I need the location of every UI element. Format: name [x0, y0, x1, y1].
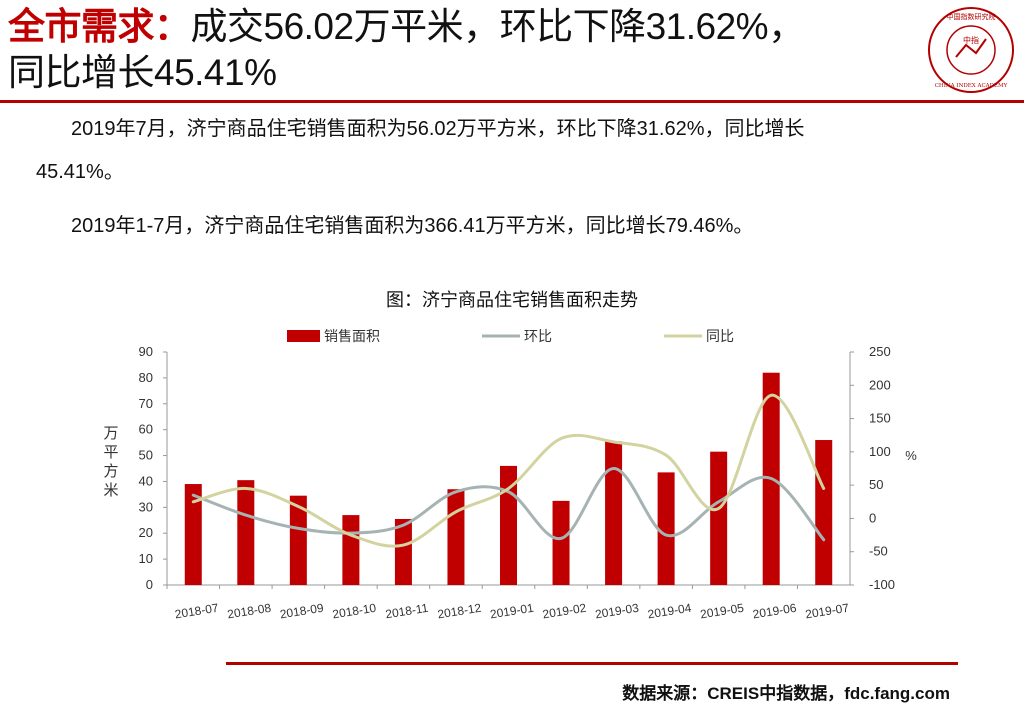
y2-tick-label: -100 — [869, 577, 895, 592]
y2-tick-label: 50 — [869, 477, 883, 492]
y-tick-label: 40 — [139, 473, 153, 488]
y-tick-label: 50 — [139, 448, 153, 463]
bar-sales-area — [447, 489, 465, 585]
bar-sales-area — [289, 495, 307, 585]
page-title: 全市需求：成交56.02万平米，环比下降31.62%， 同比增长45.41% — [8, 4, 908, 96]
footer-divider — [226, 662, 958, 665]
x-tick-label: 2018-11 — [384, 601, 429, 622]
y-tick-label: 0 — [146, 577, 153, 592]
y-tick-label: 20 — [139, 525, 153, 540]
legend-label: 同比 — [706, 329, 734, 345]
x-tick-label: 2019-07 — [804, 601, 850, 622]
y2-tick-label: 200 — [869, 377, 891, 392]
y2-tick-label: 150 — [869, 411, 891, 426]
chart-title: 图：济宁商品住宅销售面积走势 — [386, 290, 638, 310]
bar-sales-area — [710, 451, 728, 585]
bar-sales-area — [394, 518, 412, 585]
paragraph-monthly: 2019年7月，济宁商品住宅销售面积为56.02万平方米，环比下降31.62%，… — [71, 118, 805, 140]
legend-label: 环比 — [524, 329, 552, 345]
line-yoy — [191, 393, 826, 548]
y-tick-label: 80 — [139, 370, 153, 385]
y2-axis-label: % — [905, 448, 917, 463]
bar-sales-area — [605, 441, 623, 585]
x-tick-label: 2018-10 — [331, 601, 377, 622]
x-tick-label: 2018-09 — [279, 601, 325, 622]
y-tick-label: 90 — [139, 344, 153, 359]
y2-tick-label: 250 — [869, 344, 891, 359]
legend-swatch-bar — [287, 330, 320, 342]
y-tick-label: 60 — [139, 422, 153, 437]
title-line2: 同比增长45.41% — [8, 52, 277, 93]
y-tick-label: 30 — [139, 499, 153, 514]
china-index-academy-seal-icon: 中国指数研究院 中指 CHINA INDEX ACADEMY — [928, 7, 1014, 93]
x-tick-label: 2019-05 — [699, 601, 745, 622]
bar-sales-area — [184, 484, 202, 585]
y-tick-label: 70 — [139, 396, 153, 411]
y-axis-label-char: 平 — [103, 443, 118, 461]
bar-sales-area — [815, 440, 833, 585]
y-axis-label-char: 米 — [103, 481, 118, 499]
bar-sales-area — [657, 472, 675, 585]
y-axis-label-char: 方 — [103, 462, 118, 480]
logo-text-bottom: CHINA INDEX ACADEMY — [935, 83, 1008, 89]
paragraph-ytd: 2019年1-7月，济宁商品住宅销售面积为366.41万平方米，同比增长79.4… — [71, 215, 754, 237]
y-axis-label-char: 万 — [103, 424, 118, 442]
bar-sales-area — [237, 480, 255, 585]
x-tick-label: 2018-07 — [174, 601, 220, 622]
title-divider — [0, 100, 1024, 103]
x-tick-label: 2019-06 — [752, 601, 798, 622]
x-tick-label: 2018-08 — [226, 601, 272, 622]
bar-sales-area — [342, 515, 360, 585]
x-tick-label: 2019-01 — [489, 601, 535, 622]
line-mom — [191, 466, 826, 542]
logo-text-top: 中国指数研究院 — [947, 12, 996, 21]
logo-text-center: 中指 — [963, 35, 979, 45]
paragraph-monthly-cont: 45.41%。 — [36, 161, 124, 183]
data-source: 数据来源：CREIS中指数据，fdc.fang.com — [622, 684, 950, 703]
bar-sales-area — [552, 500, 570, 585]
y2-tick-label: 100 — [869, 444, 891, 459]
x-tick-label: 2019-02 — [542, 601, 588, 622]
title-highlight: 全市需求： — [8, 6, 191, 47]
y2-tick-label: 0 — [869, 510, 876, 525]
title-line1: 成交56.02万平米，环比下降31.62%， — [190, 6, 806, 47]
x-tick-label: 2019-04 — [647, 601, 693, 622]
y2-tick-label: -50 — [869, 544, 888, 559]
x-tick-label: 2019-03 — [594, 601, 640, 622]
legend-label: 销售面积 — [324, 329, 380, 345]
x-tick-label: 2018-12 — [436, 601, 482, 622]
y-tick-label: 10 — [139, 551, 153, 566]
